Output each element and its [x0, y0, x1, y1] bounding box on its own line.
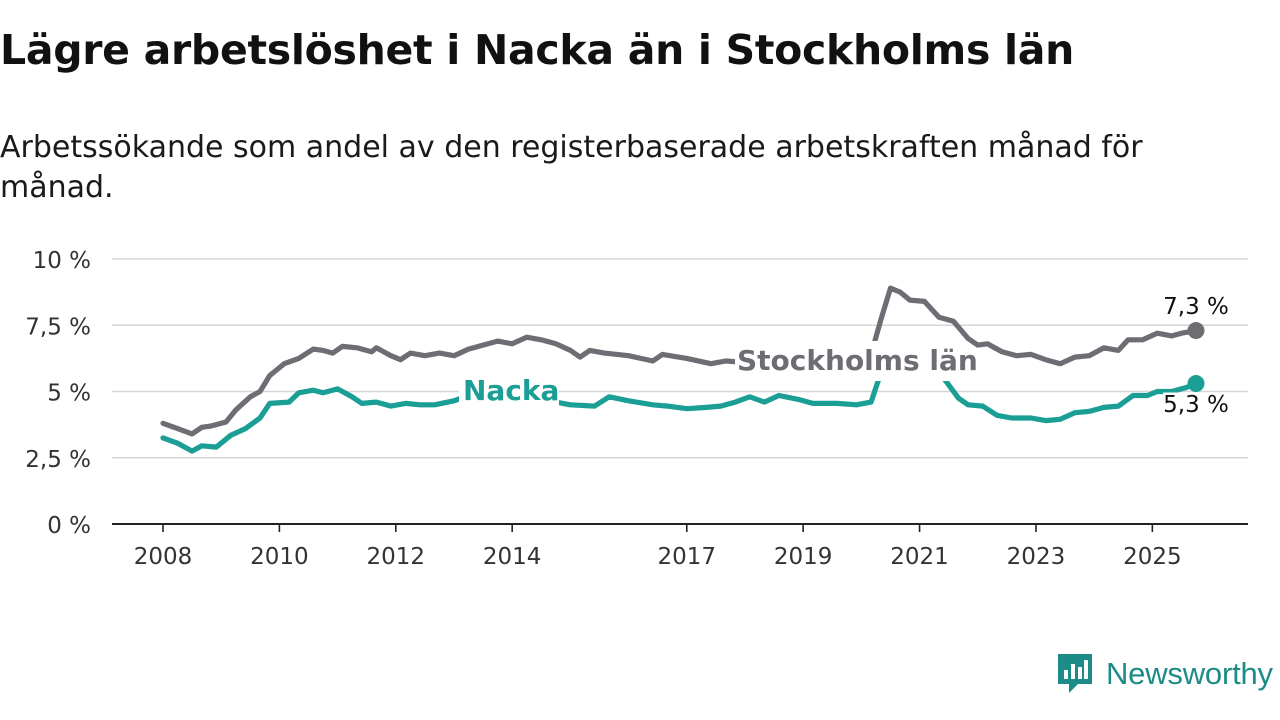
x-tick-label: 2008 [134, 544, 193, 570]
y-tick-labels: 0 % 2,5 % 5 % 7,5 % 10 % [25, 248, 91, 539]
series-line-stockholms-lan [160, 285, 1199, 437]
series-lines [160, 285, 1205, 454]
chart-title: Lägre arbetslöshet i Nacka än i Stockhol… [0, 26, 1075, 74]
x-tick-label: 2012 [367, 544, 426, 570]
y-tick-label: 10 % [33, 248, 91, 274]
chart-subtitle: Arbetssökande som andel av den registerb… [0, 130, 1143, 205]
x-tick-label: 2021 [890, 544, 949, 570]
series-labels: Stockholms län 7,3 % Nacka 5,3 % [459, 292, 1231, 421]
series-end-marker [1187, 375, 1205, 393]
series-line-nacka [160, 341, 1199, 454]
brand-name: Newsworthy [1106, 656, 1273, 691]
y-tick-label: 0 % [47, 513, 91, 539]
series-label-halo [459, 372, 559, 412]
newsworthy-logo: Newsworthy [1058, 654, 1273, 694]
x-tick-labels: 2008 2010 2012 2014 2017 2019 2021 2023 2025 [134, 524, 1182, 570]
x-tick-label: 2014 [483, 544, 542, 570]
y-tick-label: 7,5 % [25, 314, 91, 340]
series-end-label: 7,3 % [1163, 294, 1229, 320]
series-end-marker [1187, 322, 1205, 340]
x-tick-label: 2010 [250, 544, 309, 570]
grid-lines [112, 258, 1248, 525]
y-tick-label: 5 % [47, 381, 91, 407]
newsworthy-icon [1058, 654, 1092, 693]
series-name-label: Stockholms län [737, 344, 978, 377]
series-end-label: 5,3 % [1163, 392, 1229, 418]
x-tick-label: 2025 [1123, 544, 1182, 570]
series-label-halo [735, 341, 963, 381]
x-tick-label: 2023 [1007, 544, 1066, 570]
series-name-label: Nacka [463, 374, 559, 407]
x-tick-label: 2019 [774, 544, 833, 570]
x-tick-label: 2017 [658, 544, 717, 570]
y-tick-label: 2,5 % [25, 447, 91, 473]
